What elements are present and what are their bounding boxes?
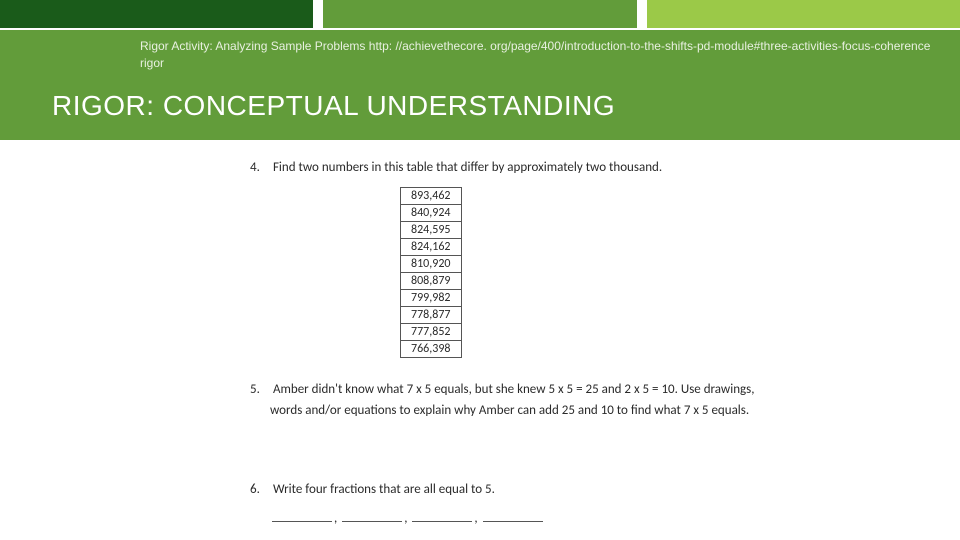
q6-number: 6. [250,482,270,497]
table-cell: 893,462 [401,188,462,205]
q6-text: Write four fractions that are all equal … [273,482,495,497]
sep-1: , [334,511,337,526]
blank-2 [342,521,402,522]
accent-seg-3 [647,0,960,28]
accent-seg-2 [323,0,636,28]
table-cell: 777,852 [401,324,462,341]
number-table: 893,462840,924824,595824,162810,920808,8… [400,187,462,358]
number-table-body: 893,462840,924824,595824,162810,920808,8… [401,188,462,358]
content-area: 4. Find two numbers in this table that d… [0,150,960,526]
blank-3 [412,521,472,522]
table-cell: 810,920 [401,256,462,273]
question-5: 5. Amber didn't know what 7 x 5 equals, … [250,380,900,422]
table-cell: 840,924 [401,205,462,222]
sep-2: , [404,511,407,526]
top-accent-strip [0,0,960,28]
table-cell: 824,162 [401,239,462,256]
table-cell: 778,877 [401,307,462,324]
q4-number: 4. [250,160,270,175]
blank-4 [483,521,543,522]
table-cell: 766,398 [401,341,462,358]
fraction-blanks: , , , [270,511,900,526]
question-6: 6. Write four fractions that are all equ… [250,482,900,497]
activity-line: Rigor Activity: Analyzing Sample Problem… [0,38,960,55]
blank-1 [272,521,332,522]
q5-line2: words and/or equations to explain why Am… [270,403,749,418]
table-cell: 824,595 [401,222,462,239]
activity-line-2: rigor [0,55,960,72]
q4-text: Find two numbers in this table that diff… [273,160,662,175]
q5-number: 5. [250,380,270,401]
activity-url: http: //achievethecore. org/page/400/int… [369,39,931,53]
question-4: 4. Find two numbers in this table that d… [250,160,900,175]
table-cell: 799,982 [401,290,462,307]
q5-line1: Amber didn't know what 7 x 5 equals, but… [273,382,755,397]
activity-prefix: Rigor Activity: Analyzing Sample Problem… [140,39,369,53]
slide-title: RIGOR: CONCEPTUAL UNDERSTANDING [0,72,960,122]
table-cell: 808,879 [401,273,462,290]
sep-3: , [474,511,477,526]
header-block: Rigor Activity: Analyzing Sample Problem… [0,30,960,140]
accent-seg-1 [0,0,313,28]
